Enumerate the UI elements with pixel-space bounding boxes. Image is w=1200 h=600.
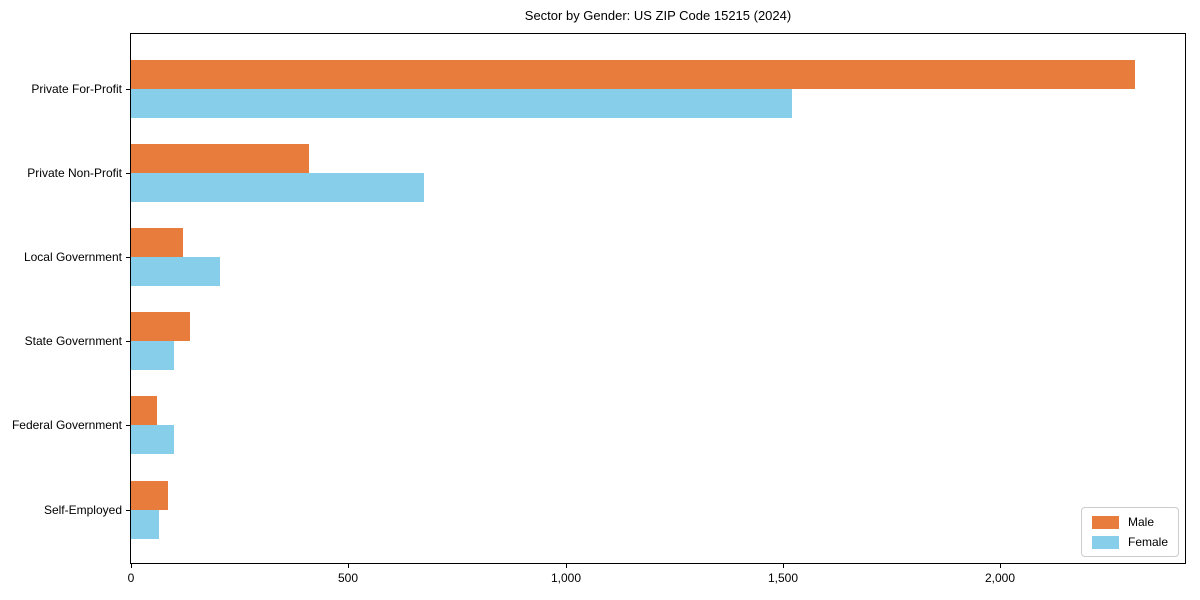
y-axis-label-private-non-profit: Private Non-Profit [27,165,122,180]
bar-female-federal-government [131,425,174,455]
bar-male-local-government [131,227,183,257]
legend-label-female: Female [1127,535,1168,549]
bar-male-state-government [131,312,190,342]
x-axis-tick-2000 [1000,563,1001,568]
bar-female-private-non-profit [131,172,424,202]
y-axis-tick-self-employed [126,509,131,511]
legend-swatch-female [1091,535,1119,549]
x-axis-tick-500 [348,563,349,568]
x-axis-tick-1000 [566,563,567,568]
y-axis-label-self-employed: Self-Employed [43,502,122,517]
bar-female-state-government [131,341,174,371]
bar-female-self-employed [131,509,159,539]
chart-title: Sector by Gender: US ZIP Code 15215 (202… [524,8,792,23]
x-axis-label-500: 500 [337,571,359,585]
y-axis-tick-private-non-profit [126,172,131,174]
bar-male-federal-government [131,396,157,426]
bar-male-private-for-profit [131,59,1135,89]
x-axis-tick-0 [131,563,132,568]
y-axis-label-local-government: Local Government [23,249,122,264]
legend: Male Female [1080,507,1179,557]
legend-row-male: Male [1091,515,1168,529]
x-axis-tick-1500 [783,563,784,568]
plot-area: Male Female Private For-Profit Private Non… [12,33,1186,585]
y-axis-label-federal-government: Federal Government [11,418,122,433]
y-axis-tick-state-government [126,341,131,343]
x-axis-label-0: 0 [127,571,135,585]
y-axis-tick-private-for-profit [126,88,131,90]
x-axis-label-2000: 2,000 [984,571,1016,585]
bar-male-self-employed [131,480,168,510]
bar-male-private-non-profit [131,143,309,173]
y-axis-tick-local-government [126,256,131,258]
y-axis-label-state-government: State Government [24,334,122,349]
bar-female-local-government [131,256,220,286]
y-axis-tick-federal-government [126,425,131,427]
x-axis-label-1500: 1,500 [767,571,799,585]
legend-row-female: Female [1091,535,1168,549]
legend-label-male: Male [1127,515,1154,529]
x-axis-label-1000: 1,000 [550,571,582,585]
bar-female-private-for-profit [131,88,792,118]
y-axis-label-private-for-profit: Private For-Profit [31,81,122,96]
legend-swatch-male [1091,515,1119,529]
